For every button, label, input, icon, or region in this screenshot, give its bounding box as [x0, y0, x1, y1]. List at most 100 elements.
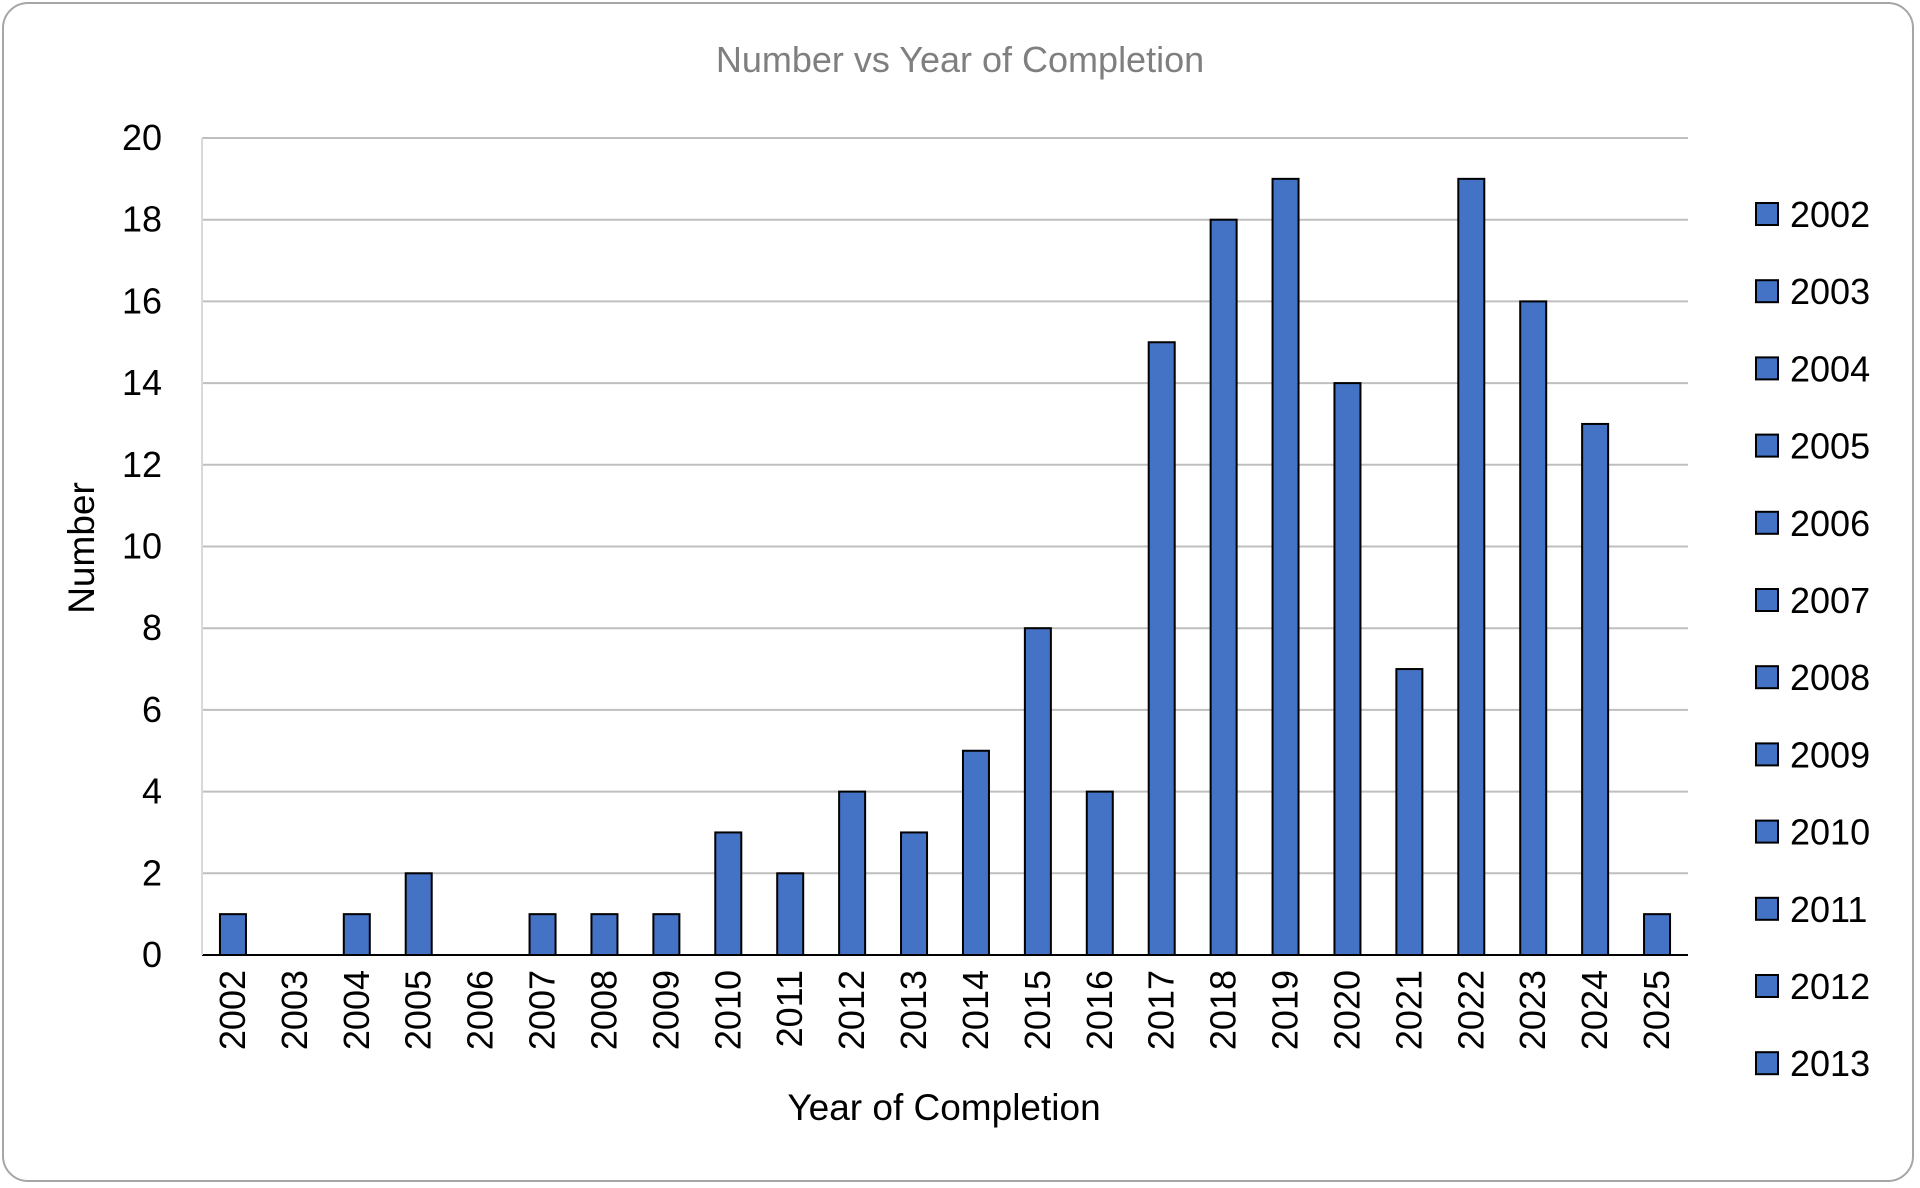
legend-label: 2004	[1790, 348, 1870, 389]
bar-2017	[1147, 341, 1176, 956]
y-tick-label: 4	[142, 771, 162, 812]
bar-2008	[590, 913, 619, 957]
legend-label: 2012	[1790, 966, 1870, 1007]
x-tick-label: 2012	[831, 970, 872, 1050]
bars	[218, 177, 1672, 957]
legend-item: 2003	[1755, 271, 1870, 312]
bar-2014	[961, 749, 990, 956]
x-tick-label: 2017	[1141, 970, 1182, 1050]
y-tick-label: 2	[142, 852, 162, 893]
bar-2010	[714, 831, 743, 957]
legend: 2002 2003 2004 2005 2006 2007 2008 2009 2010 2011…	[1755, 194, 1870, 1084]
legend-item: 2013	[1755, 1043, 1870, 1084]
legend-label: 2007	[1790, 580, 1870, 621]
x-tick-label: 2010	[707, 970, 748, 1050]
x-tick-label: 2021	[1388, 970, 1429, 1050]
bar-2020	[1333, 382, 1362, 957]
x-tick-label: 2025	[1636, 970, 1677, 1050]
legend-item: 2011	[1755, 889, 1867, 930]
legend-label: 2008	[1790, 657, 1870, 698]
legend-item: 2007	[1755, 580, 1870, 621]
bar-2002	[218, 913, 247, 957]
bar-2021	[1395, 668, 1424, 956]
x-tick-label: 2003	[274, 970, 315, 1050]
y-tick-labels: 0 2 4 6 8 10 12 14 16 18 20	[122, 117, 162, 975]
legend-label: 2005	[1790, 426, 1870, 467]
bar-2012	[838, 790, 867, 956]
y-tick-label: 10	[122, 526, 162, 567]
legend-swatch	[1755, 356, 1779, 381]
x-tick-label: 2023	[1512, 970, 1553, 1050]
bar-2024	[1581, 422, 1610, 956]
x-tick-label: 2004	[336, 970, 377, 1050]
bar-2025	[1643, 913, 1672, 957]
y-tick-label: 14	[122, 362, 162, 403]
legend-label: 2002	[1790, 194, 1870, 235]
legend-swatch	[1755, 974, 1779, 998]
legend-swatch	[1755, 896, 1779, 921]
legend-swatch	[1755, 433, 1779, 458]
axes	[201, 138, 1688, 956]
bar-2009	[652, 913, 681, 957]
bar-2005	[404, 872, 433, 956]
x-tick-label: 2018	[1203, 970, 1244, 1050]
bar-2004	[342, 913, 371, 957]
x-tick-label: 2013	[893, 970, 934, 1050]
legend-label: 2013	[1790, 1043, 1870, 1084]
legend-swatch	[1755, 202, 1779, 226]
bar-2022	[1457, 177, 1486, 957]
x-tick-label: 2024	[1574, 970, 1615, 1050]
y-tick-label: 18	[122, 199, 162, 240]
bar-2016	[1085, 790, 1114, 956]
x-tick-label: 2011	[769, 970, 810, 1047]
y-tick-label: 20	[122, 117, 162, 158]
bar-2007	[528, 913, 557, 957]
y-tick-label: 6	[142, 689, 162, 730]
bar-2011	[776, 872, 805, 956]
x-tick-label: 2014	[955, 970, 996, 1050]
legend-item: 2012	[1755, 966, 1870, 1007]
legend-label: 2009	[1790, 734, 1870, 775]
y-tick-label: 8	[142, 607, 162, 648]
legend-label: 2011	[1790, 889, 1867, 930]
x-tick-label: 2020	[1326, 970, 1367, 1050]
legend-item: 2009	[1755, 734, 1870, 775]
x-tick-label: 2007	[522, 970, 563, 1050]
y-tick-label: 16	[122, 280, 162, 321]
x-tick-label: 2009	[645, 970, 686, 1050]
legend-label: 2010	[1790, 812, 1870, 853]
x-tick-label: 2019	[1265, 970, 1306, 1050]
legend-swatch	[1755, 742, 1779, 767]
x-tick-label: 2022	[1450, 970, 1491, 1050]
x-tick-label: 2002	[212, 970, 253, 1050]
x-tick-label: 2008	[583, 970, 624, 1050]
gridlines	[202, 137, 1688, 875]
y-axis-title: Number	[61, 482, 102, 614]
bar-2018	[1209, 218, 1238, 956]
legend-item: 2010	[1755, 812, 1870, 853]
legend-swatch	[1755, 665, 1779, 690]
legend-item: 2005	[1755, 426, 1870, 467]
bar-2023	[1519, 300, 1548, 956]
legend-swatch	[1755, 510, 1779, 535]
x-tick-label: 2006	[460, 970, 501, 1050]
bar-2015	[1023, 627, 1052, 956]
bar-2019	[1271, 177, 1300, 957]
legend-swatch	[1755, 1051, 1779, 1076]
legend-item: 2002	[1755, 194, 1870, 235]
y-tick-label: 12	[122, 444, 162, 485]
x-axis-title: Year of Completion	[787, 1087, 1100, 1128]
y-tick-label: 0	[142, 934, 162, 975]
chart-title: Number vs Year of Completion	[716, 39, 1204, 80]
legend-swatch	[1755, 588, 1779, 612]
legend-item: 2006	[1755, 503, 1870, 544]
legend-label: 2006	[1790, 503, 1870, 544]
legend-swatch	[1755, 279, 1779, 304]
x-tick-labels: 2002 2003 2004 2005 2006 2007 2008 2009 2010 2011…	[212, 970, 1677, 1050]
legend-swatch	[1755, 819, 1779, 844]
x-tick-label: 2016	[1079, 970, 1120, 1050]
legend-item: 2008	[1755, 657, 1870, 698]
legend-label: 2003	[1790, 271, 1870, 312]
legend-item: 2004	[1755, 348, 1870, 389]
